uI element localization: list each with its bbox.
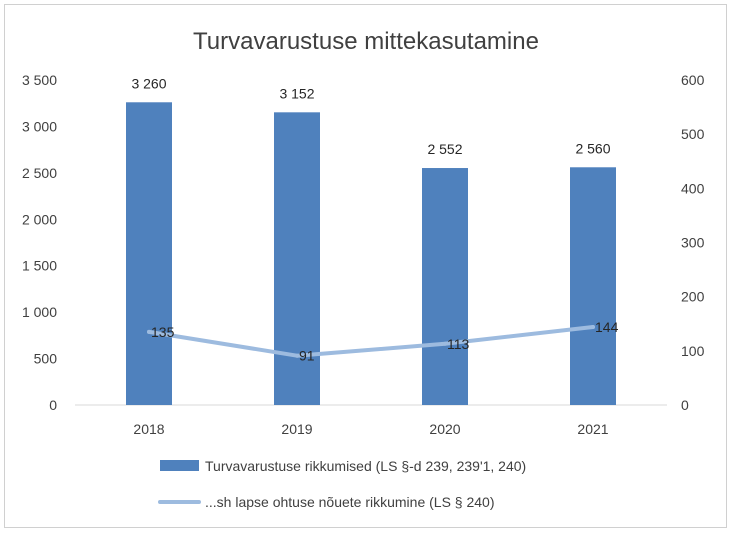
bar-data-label: 2 552 — [427, 141, 462, 157]
right-tick-label: 100 — [681, 343, 705, 359]
x-tick-label: 2019 — [281, 421, 312, 437]
bar-series: 3 260 3 152 2 552 2 560 — [126, 75, 616, 406]
legend-bar-label: Turvavarustuse rikkumised (LS §-d 239, 2… — [205, 458, 526, 474]
x-axis: 2018 2019 2020 2021 — [133, 421, 608, 437]
line-point — [147, 329, 151, 334]
right-tick-label: 0 — [681, 397, 689, 413]
bar — [570, 167, 616, 405]
line-data-label: 91 — [299, 348, 315, 364]
left-tick-label: 2 500 — [22, 165, 57, 181]
left-tick-label: 500 — [34, 351, 58, 367]
line-point — [591, 325, 595, 329]
line-point — [443, 341, 447, 346]
right-tick-label: 200 — [681, 289, 705, 305]
left-tick-label: 3 000 — [22, 118, 57, 134]
bar-data-label: 3 152 — [279, 85, 314, 101]
x-tick-label: 2018 — [133, 421, 164, 437]
right-tick-label: 400 — [681, 180, 705, 196]
line-data-label: 144 — [595, 319, 619, 335]
left-axis: 0 500 1 000 1 500 2 000 2 500 3 000 3 500 — [22, 72, 57, 413]
line-path — [147, 325, 595, 358]
left-tick-label: 0 — [49, 397, 57, 413]
right-tick-label: 300 — [681, 235, 705, 251]
legend: Turvavarustuse rikkumised (LS §-d 239, 2… — [158, 458, 526, 510]
x-tick-label: 2020 — [429, 421, 460, 437]
left-tick-label: 1 500 — [22, 258, 57, 274]
line-series: 135 91 113 144 — [147, 319, 619, 364]
chart-title: Turvavarustuse mittekasutamine — [193, 28, 539, 55]
line-point — [295, 353, 299, 358]
right-tick-label: 500 — [681, 126, 705, 142]
left-tick-label: 1 000 — [22, 304, 57, 320]
legend-line-label: ...sh lapse ohtuse nõuete rikkumine (LS … — [205, 494, 495, 510]
bar — [126, 102, 172, 406]
line-data-label: 135 — [151, 324, 175, 340]
bar-data-label: 3 260 — [131, 75, 166, 91]
bar — [422, 168, 468, 405]
right-axis: 0 100 200 300 400 500 600 — [681, 72, 705, 413]
right-tick-label: 600 — [681, 72, 705, 88]
left-tick-label: 3 500 — [22, 72, 57, 88]
line-data-label: 113 — [447, 336, 470, 352]
bar-data-label: 2 560 — [575, 140, 610, 156]
left-tick-label: 2 000 — [22, 211, 57, 227]
legend-bar-swatch — [160, 460, 199, 471]
x-tick-label: 2021 — [577, 421, 608, 437]
